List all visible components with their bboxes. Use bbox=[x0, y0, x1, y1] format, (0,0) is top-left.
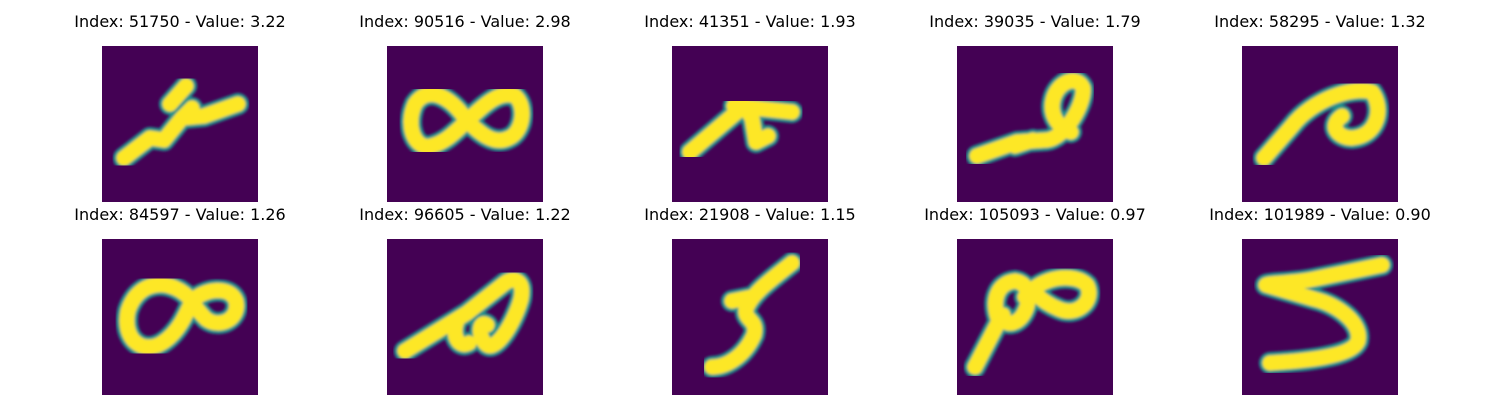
digit-image bbox=[102, 46, 258, 202]
digit-image bbox=[957, 239, 1113, 395]
panel-title: Index: 84597 - Value: 1.26 bbox=[74, 205, 286, 224]
digit-image bbox=[672, 239, 828, 395]
digit-panel-8: Index: 21908 - Value: 1.15 bbox=[630, 203, 870, 395]
digit-image bbox=[672, 46, 828, 202]
panel-title: Index: 90516 - Value: 2.98 bbox=[359, 12, 571, 31]
digit-image bbox=[1242, 239, 1398, 395]
digit-panel-1: Index: 51750 - Value: 3.22 bbox=[60, 10, 300, 202]
digit-panel-9: Index: 105093 - Value: 0.97 bbox=[915, 203, 1155, 395]
panel-title: Index: 101989 - Value: 0.90 bbox=[1209, 205, 1431, 224]
digit-image bbox=[387, 46, 543, 202]
digit-panel-4: Index: 39035 - Value: 1.79 bbox=[915, 10, 1155, 202]
panel-title: Index: 21908 - Value: 1.15 bbox=[644, 205, 856, 224]
digit-panel-7: Index: 96605 - Value: 1.22 bbox=[345, 203, 585, 395]
digit-panel-10: Index: 101989 - Value: 0.90 bbox=[1200, 203, 1440, 395]
panel-title: Index: 58295 - Value: 1.32 bbox=[1214, 12, 1426, 31]
panel-title: Index: 105093 - Value: 0.97 bbox=[924, 205, 1146, 224]
digit-image bbox=[387, 239, 543, 395]
digit-panel-5: Index: 58295 - Value: 1.32 bbox=[1200, 10, 1440, 202]
panel-title: Index: 51750 - Value: 3.22 bbox=[74, 12, 286, 31]
panel-title: Index: 39035 - Value: 1.79 bbox=[929, 12, 1141, 31]
digit-image bbox=[102, 239, 258, 395]
digit-panel-6: Index: 84597 - Value: 1.26 bbox=[60, 203, 300, 395]
digit-image bbox=[1242, 46, 1398, 202]
digit-panel-2: Index: 90516 - Value: 2.98 bbox=[345, 10, 585, 202]
panel-title: Index: 41351 - Value: 1.93 bbox=[644, 12, 856, 31]
panel-title: Index: 96605 - Value: 1.22 bbox=[359, 205, 571, 224]
digit-image bbox=[957, 46, 1113, 202]
digit-panel-3: Index: 41351 - Value: 1.93 bbox=[630, 10, 870, 202]
